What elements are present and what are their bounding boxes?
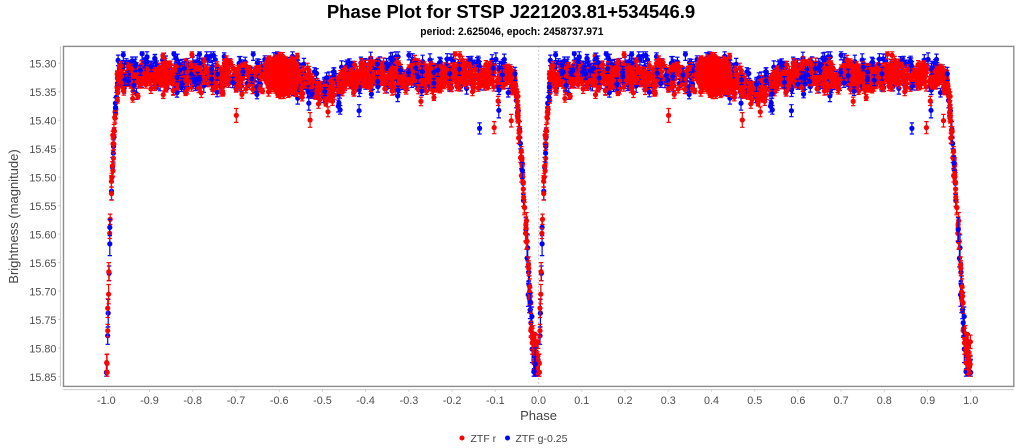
- svg-text:-0.4: -0.4: [356, 395, 375, 407]
- svg-text:15.65: 15.65: [29, 258, 56, 270]
- svg-text:0.2: 0.2: [617, 395, 632, 407]
- svg-text:ZTF g-0.25: ZTF g-0.25: [516, 433, 568, 445]
- svg-text:-0.6: -0.6: [270, 395, 289, 407]
- svg-text:-1.0: -1.0: [97, 395, 116, 407]
- svg-text:15.80: 15.80: [29, 343, 56, 355]
- svg-text:-0.9: -0.9: [140, 395, 159, 407]
- svg-text:15.35: 15.35: [29, 87, 56, 99]
- svg-text:0.6: 0.6: [790, 395, 805, 407]
- svg-text:-0.5: -0.5: [313, 395, 332, 407]
- svg-text:15.85: 15.85: [29, 372, 56, 384]
- svg-text:15.30: 15.30: [29, 59, 56, 71]
- svg-text:Brightness (magnitude): Brightness (magnitude): [6, 149, 21, 283]
- svg-text:1.0: 1.0: [963, 395, 978, 407]
- svg-text:-0.7: -0.7: [227, 395, 246, 407]
- svg-text:0.5: 0.5: [747, 395, 762, 407]
- svg-text:0.4: 0.4: [704, 395, 719, 407]
- svg-text:15.70: 15.70: [29, 286, 56, 298]
- svg-text:0.9: 0.9: [920, 395, 935, 407]
- svg-text:0.8: 0.8: [877, 395, 892, 407]
- svg-text:Phase: Phase: [520, 408, 557, 423]
- svg-text:15.50: 15.50: [29, 173, 56, 185]
- svg-text:0.0: 0.0: [531, 395, 546, 407]
- svg-text:-0.8: -0.8: [183, 395, 202, 407]
- svg-text:15.60: 15.60: [29, 230, 56, 242]
- svg-text:15.55: 15.55: [29, 201, 56, 213]
- svg-text:0.3: 0.3: [661, 395, 676, 407]
- svg-text:15.40: 15.40: [29, 116, 56, 128]
- svg-text:0.1: 0.1: [574, 395, 589, 407]
- svg-text:-0.1: -0.1: [486, 395, 505, 407]
- svg-text:15.45: 15.45: [29, 144, 56, 156]
- svg-text:period: 2.625046, epoch: 24587: period: 2.625046, epoch: 2458737.971: [420, 26, 603, 38]
- svg-text:-0.2: -0.2: [443, 395, 462, 407]
- svg-text:-0.3: -0.3: [400, 395, 419, 407]
- svg-text:ZTF r: ZTF r: [471, 433, 497, 445]
- svg-text:0.7: 0.7: [834, 395, 849, 407]
- svg-text:15.75: 15.75: [29, 315, 56, 327]
- svg-text:Phase Plot for STSP J221203.81: Phase Plot for STSP J221203.81+534546.9: [327, 1, 695, 22]
